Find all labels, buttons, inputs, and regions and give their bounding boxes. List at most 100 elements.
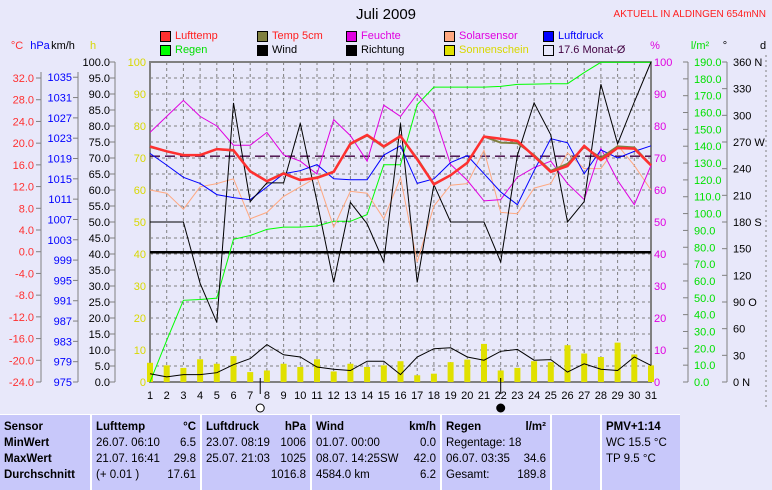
kmh-tick-label: 70.0	[89, 153, 110, 165]
hours-tick-label: 20	[134, 313, 146, 325]
kmh-tick-label: 45.0	[89, 233, 110, 245]
rain-tick-label: 90.0	[694, 225, 715, 237]
sunshine-bar	[581, 353, 588, 382]
series-lufttemp	[149, 133, 652, 187]
rain-tick-label: 10.0	[694, 360, 715, 372]
lufttemp-column: Lufttemp °C 26.07. 06:10 6.5 21.07. 16:41 2…	[90, 415, 200, 490]
cell: 25.07. 21:03	[206, 453, 270, 465]
series-wind	[149, 343, 652, 378]
kmh-tick-label: 25.0	[89, 297, 110, 309]
cell: Regentage: 18	[446, 437, 522, 449]
legend-swatch	[543, 30, 554, 42]
hpa-tick-label: 1031	[48, 93, 72, 105]
empty-column	[550, 415, 600, 490]
kmh-tick-label: 5.0	[95, 361, 110, 373]
day-label-17: 17	[411, 390, 423, 402]
sunshine-bar	[414, 375, 421, 382]
legend-label: Luftdruck	[558, 30, 604, 42]
hours-tick-label: 60	[134, 185, 146, 197]
hpa-tick-label: 1027	[48, 113, 72, 125]
day-label-27: 27	[578, 390, 590, 402]
sunshine-bar	[531, 361, 538, 382]
sunshine-bar	[247, 372, 254, 382]
regen-unit: l/m²	[525, 421, 546, 433]
kmh-tick-label: 15.0	[89, 329, 110, 341]
lufttemp-header: Lufttemp	[96, 421, 146, 433]
sunshine-bar	[631, 354, 638, 382]
legend-label: Regen	[175, 44, 208, 56]
percent-tick-label: 100	[654, 57, 672, 69]
day-label-26: 26	[561, 390, 573, 402]
legend-item-wind: Wind	[257, 44, 297, 56]
sunshine-bar	[481, 343, 487, 382]
kmh-tick-label: 55.0	[89, 201, 110, 213]
sunshine-bar	[564, 345, 571, 382]
series-luftdruck	[149, 138, 652, 206]
legend-item-lufttemp: Lufttemp	[160, 30, 218, 42]
hpa-tick-label: 1003	[48, 235, 72, 247]
legend-swatch	[160, 44, 171, 56]
day-label-31: 31	[645, 390, 657, 402]
direction-tick-label: 240	[733, 164, 751, 176]
hpa-tick-label: 995	[54, 275, 72, 287]
sunshine-bar	[314, 359, 320, 382]
hpa-axis-unit: hPa	[30, 40, 50, 52]
legend-label: Richtung	[361, 44, 405, 56]
windchill-value: WC 15.5 °C	[606, 437, 667, 449]
series-feuchte	[149, 93, 652, 206]
direction-tick-label: 180 S	[733, 217, 762, 229]
direction-tick-label: 270 W	[733, 137, 765, 149]
sunshine-bar	[380, 365, 387, 382]
hpa-tick-label: 975	[54, 377, 72, 389]
row-label-avg: Durchschnitt	[4, 469, 75, 481]
hpa-tick-label: 991	[54, 296, 72, 308]
hpa-tick-label: 987	[54, 316, 72, 328]
cell: 29.8	[173, 453, 196, 465]
rain-tick-label: 160.0	[694, 108, 722, 120]
celsius-tick-label: 24.0	[13, 116, 34, 128]
legend-item-solarsensor: Solarsensor	[444, 30, 518, 42]
wind-unit: km/h	[409, 421, 436, 433]
row-label-max: MaxWert	[4, 453, 52, 465]
hours-tick-label: 50	[134, 217, 146, 229]
hpa-tick-label: 1007	[48, 214, 72, 226]
rain-tick-label: 140.0	[694, 141, 722, 153]
wind-header: Wind	[316, 421, 344, 433]
rain-tick-label: 50.0	[694, 293, 715, 305]
rain-tick-label: 80.0	[694, 242, 715, 254]
rain-tick-label: 170.0	[694, 91, 722, 103]
chart-title: Juli 2009	[355, 6, 417, 23]
day-label-5: 5	[214, 390, 220, 402]
direction-tick-label: 300	[733, 110, 751, 122]
kmh-tick-label: 90.0	[89, 89, 110, 101]
cell: 1006	[280, 437, 306, 449]
direction-tick-label: 150	[733, 244, 751, 256]
rain-tick-label: 190.0	[694, 57, 722, 69]
rain-tick-label: 20.0	[694, 343, 715, 355]
rain-tick-label: 70.0	[694, 259, 715, 271]
sunshine-bar	[648, 365, 654, 382]
cell: 06.07. 03:35	[446, 453, 510, 465]
kmh-tick-label: 20.0	[89, 313, 110, 325]
hours-tick-label: 40	[134, 249, 146, 261]
sensor-column: Sensor MinWert MaxWert Durchschnitt	[0, 415, 90, 490]
direction-tick-label: 360 N	[733, 57, 762, 69]
kmh-tick-label: 60.0	[89, 185, 110, 197]
sunshine-bar	[430, 373, 437, 382]
sunshine-bar	[514, 367, 521, 382]
celsius-tick-label: 8.0	[19, 203, 34, 215]
sunshine-bar	[147, 362, 153, 382]
rain-tick-label: 60.0	[694, 276, 715, 288]
day-label-22: 22	[495, 390, 507, 402]
full-moon-icon	[255, 403, 265, 413]
regen-column: Regen l/m² Regentage: 18 06.07. 03:35 34.6…	[440, 415, 550, 490]
celsius-tick-label: -12.0	[9, 312, 34, 324]
cell: 08.07. 14:25SW	[316, 453, 399, 465]
day-label-18: 18	[428, 390, 440, 402]
cell: 1016.8	[270, 469, 306, 481]
kmh-tick-label: 80.0	[89, 121, 110, 133]
current-location-link[interactable]: AKTUELL IN ALDINGEN 654mNN	[613, 9, 766, 20]
direction-tick-label: 30	[733, 350, 745, 362]
pmv-column: PMV+1:14 WC 15.5 °C TP 9.5 °C	[600, 415, 680, 490]
